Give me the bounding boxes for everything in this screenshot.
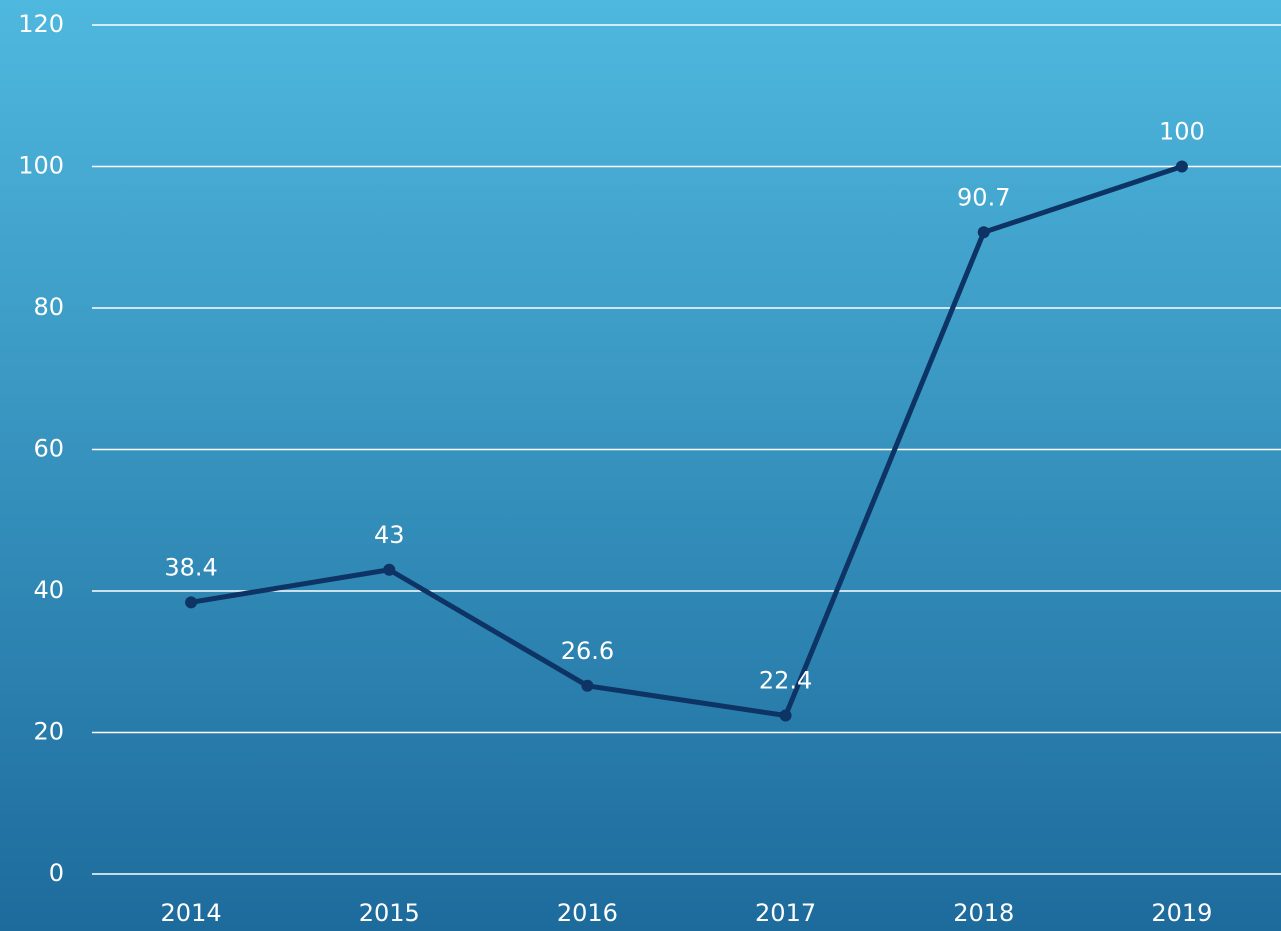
data-point <box>185 596 198 609</box>
line-series <box>190 164 1183 719</box>
y-tick-label: 20 <box>33 718 64 746</box>
x-tick-label: 2019 <box>1151 899 1212 927</box>
data-label: 43 <box>374 521 405 549</box>
y-tick-label: 0 <box>49 859 64 887</box>
x-tick-label: 2016 <box>557 899 618 927</box>
y-tick-label: 40 <box>33 576 64 604</box>
x-tick-label: 2018 <box>953 899 1014 927</box>
data-point <box>383 563 396 576</box>
data-label: 26.6 <box>561 637 614 665</box>
data-point <box>779 709 792 722</box>
x-tick-label: 2015 <box>359 899 420 927</box>
data-point <box>581 679 594 692</box>
y-tick-label: 100 <box>18 152 64 180</box>
x-tick-label: 2014 <box>161 899 222 927</box>
data-label: 22.4 <box>759 667 812 695</box>
data-label: 38.4 <box>164 553 217 581</box>
data-label: 90.7 <box>957 183 1010 211</box>
y-tick-label: 60 <box>33 435 64 463</box>
y-tick-label: 120 <box>18 10 64 38</box>
x-tick-label: 2017 <box>755 899 816 927</box>
y-tick-label: 80 <box>33 293 64 321</box>
data-point <box>977 226 990 239</box>
data-point <box>1175 160 1188 173</box>
data-label: 100 <box>1159 118 1205 146</box>
